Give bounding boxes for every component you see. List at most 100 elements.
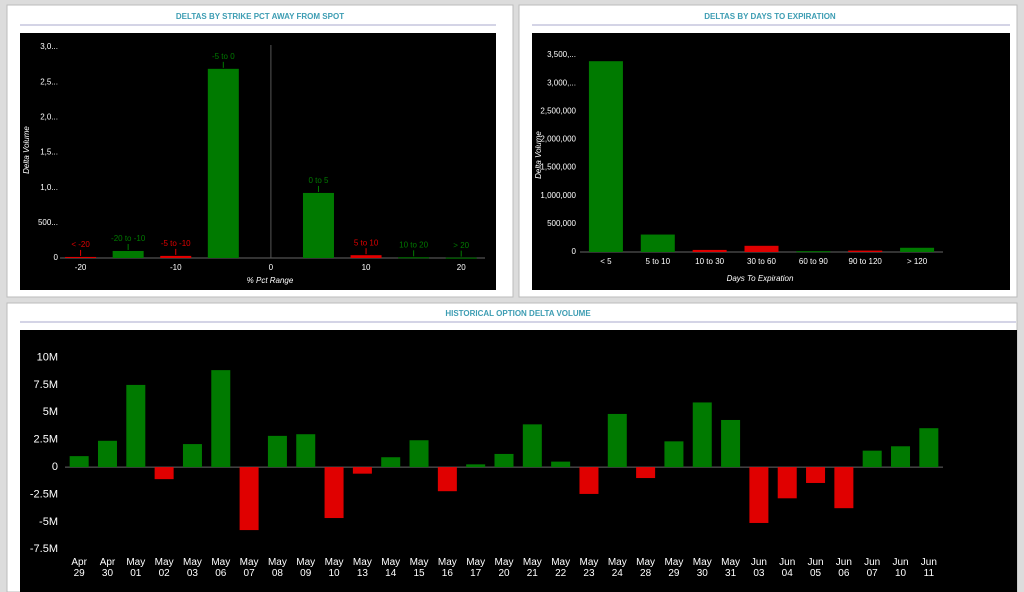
x-tick-label: May 20 <box>494 557 514 579</box>
y-tick-label: 1,500,000 <box>540 163 576 172</box>
x-tick-label: May 17 <box>466 557 486 579</box>
bar <box>409 440 429 468</box>
bar <box>302 192 334 258</box>
bar <box>69 456 89 468</box>
x-tick-label: 90 to 120 <box>849 257 883 266</box>
x-tick-label: 0 <box>269 263 274 272</box>
bar <box>211 370 231 468</box>
x-tick-label: May 10 <box>324 557 344 579</box>
bar <box>112 250 144 258</box>
bar <box>834 467 854 509</box>
bar <box>182 444 202 468</box>
x-tick-label: 10 to 30 <box>695 257 724 266</box>
y-tick-label: -7.5M <box>30 543 58 555</box>
y-tick-label: 3,500,... <box>547 50 576 59</box>
x-tick-label: May 03 <box>182 557 202 579</box>
bar <box>777 467 797 499</box>
bar <box>437 467 457 492</box>
x-tick-label: May 02 <box>154 557 174 579</box>
bar <box>891 446 911 468</box>
bar-label: 10 to 20 <box>399 240 428 249</box>
bar <box>522 424 542 468</box>
bar <box>588 61 623 252</box>
plot-bg <box>20 33 496 290</box>
bar <box>97 440 117 468</box>
x-tick-label: May 06 <box>211 557 231 579</box>
bar <box>900 247 935 252</box>
x-tick-label: Jun 03 <box>750 557 767 579</box>
x-tick-label: Jun 10 <box>892 557 909 579</box>
bar <box>207 68 239 258</box>
bar <box>579 467 599 494</box>
x-tick-label: 10 <box>362 263 371 272</box>
x-tick-label: 60 to 90 <box>799 257 828 266</box>
y-tick-label: 5M <box>43 406 58 418</box>
x-tick-label: < 5 <box>600 257 612 266</box>
x-tick-label: May 23 <box>579 557 599 579</box>
x-tick-label: May 08 <box>267 557 287 579</box>
y-axis-label: Delta Volume <box>22 126 31 174</box>
bar <box>154 467 174 480</box>
bar <box>806 467 826 483</box>
bar <box>919 428 939 468</box>
x-tick-label: 5 to 10 <box>646 257 671 266</box>
x-tick-label: Jun 04 <box>779 557 796 579</box>
bar <box>381 457 401 468</box>
y-tick-label: 1,000,000 <box>540 191 576 200</box>
x-tick-label: May 21 <box>522 557 542 579</box>
x-tick-label: 30 to 60 <box>747 257 776 266</box>
y-axis-label: Delta Volume <box>534 131 543 179</box>
bar <box>607 413 627 468</box>
x-tick-label: Jun 06 <box>835 557 852 579</box>
bar <box>640 234 675 252</box>
bar-label: -5 to -10 <box>161 239 191 248</box>
y-tick-label: 1,0... <box>40 183 58 192</box>
x-tick-label: -10 <box>170 263 182 272</box>
y-tick-label: 10M <box>37 351 58 363</box>
bar <box>862 450 882 468</box>
x-axis-label: % Pct Range <box>247 276 294 285</box>
y-tick-label: 2,500,000 <box>540 106 576 115</box>
bar <box>324 467 344 519</box>
x-tick-label: May 29 <box>664 557 684 579</box>
x-tick-label: May 30 <box>692 557 712 579</box>
x-tick-label: May 31 <box>721 557 741 579</box>
y-tick-label: -2.5M <box>30 488 58 500</box>
x-tick-label: May 09 <box>296 557 316 579</box>
bar <box>749 467 769 523</box>
bar <box>796 251 831 253</box>
x-tick-label: May 22 <box>551 557 571 579</box>
chart-title: HISTORICAL OPTION DELTA VOLUME <box>445 309 591 318</box>
y-tick-label: 1,5... <box>40 148 58 157</box>
bar <box>721 419 741 468</box>
x-tick-label: May 15 <box>409 557 429 579</box>
x-tick-label: May 01 <box>126 557 146 579</box>
bar <box>65 256 97 258</box>
y-tick-label: 500... <box>38 218 58 227</box>
bar <box>160 255 192 258</box>
bar <box>398 257 430 259</box>
y-tick-label: 7.5M <box>34 379 58 391</box>
bar <box>352 467 372 474</box>
bar-label: 0 to 5 <box>308 176 329 185</box>
x-tick-label: -20 <box>75 263 87 272</box>
chart-title: DELTAS BY DAYS TO EXPIRATION <box>704 12 836 21</box>
bar <box>744 245 779 252</box>
x-tick-label: Jun 07 <box>864 557 881 579</box>
x-tick-label: May 13 <box>352 557 372 579</box>
bar <box>126 384 146 468</box>
bar <box>692 249 727 252</box>
bar <box>494 453 514 468</box>
bar-label: 5 to 10 <box>354 238 379 247</box>
x-tick-label: May 07 <box>239 557 259 579</box>
x-tick-label: 20 <box>457 263 466 272</box>
x-tick-label: May 28 <box>636 557 656 579</box>
bar-label: -20 to -10 <box>111 234 146 243</box>
y-tick-label: 0 <box>52 461 58 473</box>
x-tick-label: Jun 11 <box>920 557 937 579</box>
x-tick-label: Apr 30 <box>99 557 116 579</box>
x-tick-label: May 16 <box>437 557 457 579</box>
x-tick-label: May 24 <box>607 557 627 579</box>
